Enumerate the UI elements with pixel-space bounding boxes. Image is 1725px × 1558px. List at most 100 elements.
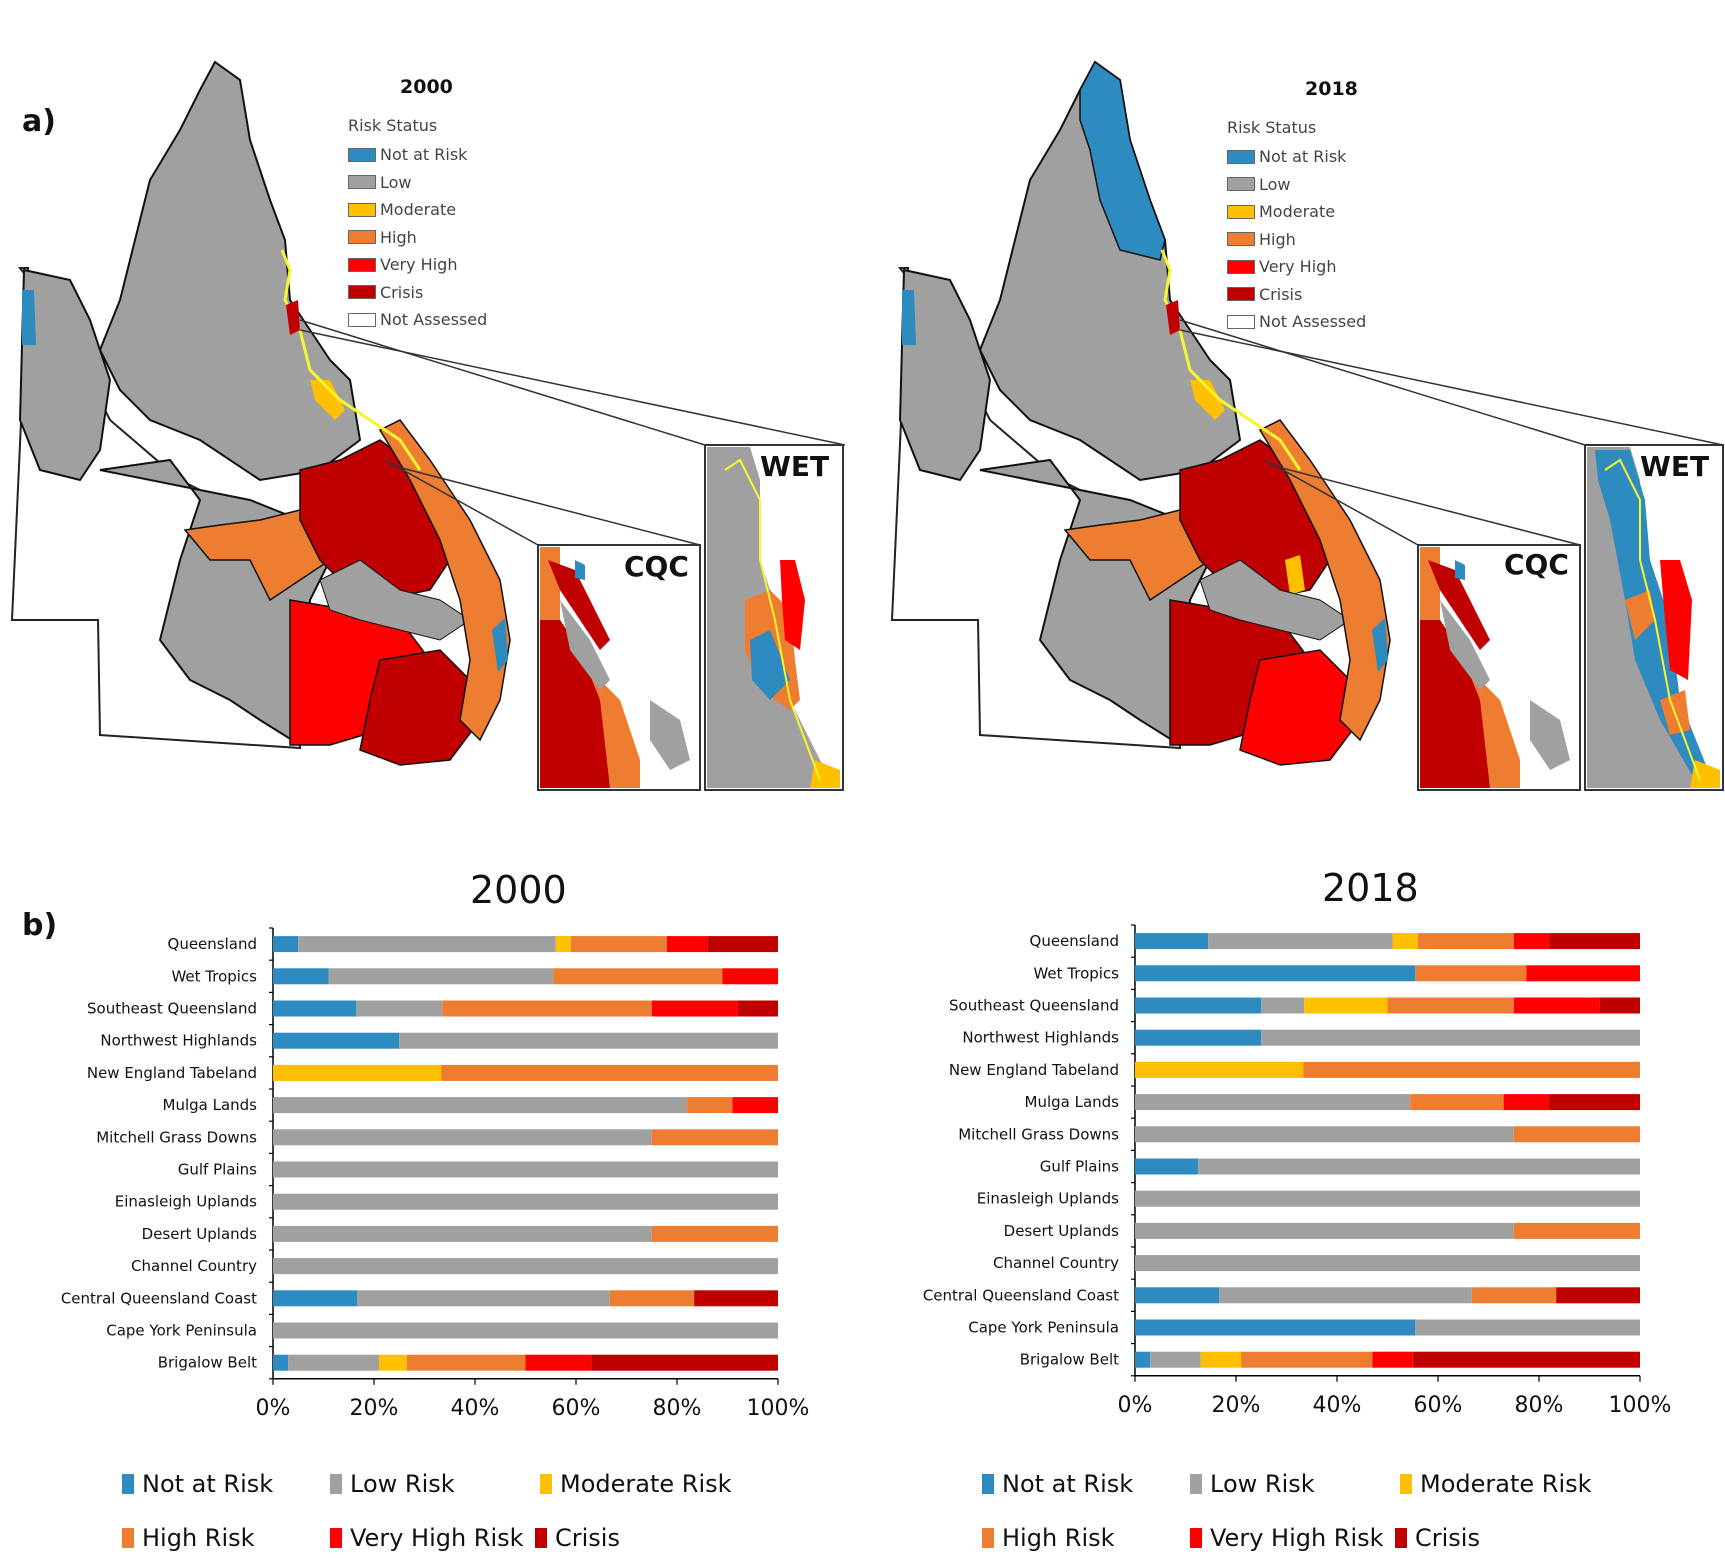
bar-segment-not-at-risk xyxy=(273,1354,289,1371)
region-crisis-south xyxy=(359,649,481,766)
legend-label: Not at Risk xyxy=(142,1470,274,1498)
category-label: Northwest Highlands xyxy=(962,1029,1119,1047)
bar-segment-high-risk xyxy=(609,1290,695,1307)
legend-item-moderate: Moderate xyxy=(348,196,487,224)
bar-segment-moderate-risk xyxy=(379,1354,407,1371)
x-tick-label: 100% xyxy=(1609,1393,1672,1418)
region-high-coast xyxy=(378,419,511,742)
bar-segment-not-at-risk xyxy=(1135,997,1262,1014)
bar-segment-crisis xyxy=(737,1000,778,1017)
x-tick-label: 100% xyxy=(747,1396,810,1421)
bar-segment-low-risk xyxy=(328,968,554,985)
bar-segment-high-risk xyxy=(441,1064,778,1081)
bar-chart-2018: Queensland Wet Tropics Southeast Queenslan… xyxy=(923,924,1672,1418)
map-2000-graphic xyxy=(10,60,846,791)
x-tick-label: 40% xyxy=(1313,1393,1362,1418)
bar-segment-high-risk xyxy=(651,1129,778,1146)
legend-item-very-high-risk: Very High Risk xyxy=(1190,1524,1384,1552)
legend-item-high-risk: High Risk xyxy=(122,1524,255,1552)
category-label: Mulga Lands xyxy=(1025,1093,1120,1111)
legend-label: Not at Risk xyxy=(1002,1470,1134,1498)
bar-segment-very-high-risk xyxy=(722,968,778,985)
bar-segment-not-at-risk xyxy=(1135,1287,1220,1304)
bar-segment-high-risk xyxy=(442,1000,652,1017)
legend-item-very-high: Very High xyxy=(348,251,487,279)
bar-segment-moderate-risk xyxy=(1200,1351,1242,1368)
legend-swatch xyxy=(540,1474,552,1494)
chart-legend-2018: Not at Risk Low Risk Moderate Risk High Ris… xyxy=(860,1460,1725,1558)
legend-item-high: High xyxy=(348,224,487,252)
inset-label-cqc: CQC xyxy=(624,550,689,583)
legend-swatch xyxy=(1227,232,1255,247)
x-tick-label: 60% xyxy=(1414,1393,1463,1418)
x-tick-label: 0% xyxy=(1118,1393,1153,1418)
legend-label: Moderate xyxy=(380,200,457,220)
bar-segment-crisis xyxy=(1412,1351,1640,1368)
bar-segment-low-risk xyxy=(356,1000,443,1017)
legend-item-low-risk: Low Risk xyxy=(1190,1470,1315,1498)
inset-label-cqc: CQC xyxy=(1504,548,1569,581)
region-crisis-wet xyxy=(286,300,300,335)
legend-heading: Risk Status xyxy=(1227,118,1317,137)
bar-segment-crisis xyxy=(1599,997,1640,1014)
category-label: Southeast Queensland xyxy=(87,1000,257,1018)
legend-label: Not at Risk xyxy=(380,145,468,165)
bar-segment-low-risk xyxy=(273,1258,778,1275)
legend-swatch xyxy=(348,202,376,217)
bar-segment-crisis xyxy=(1556,1287,1640,1304)
bar-segment-low-risk xyxy=(273,1225,652,1242)
bar-segment-not-at-risk xyxy=(1135,1029,1262,1046)
region-very-high-south xyxy=(1239,649,1361,766)
inset-wet-2000 xyxy=(704,444,844,791)
bar-segment-low-risk xyxy=(1261,997,1305,1014)
bar-segment-very-high-risk xyxy=(1372,1351,1413,1368)
category-label: New England Tabeland xyxy=(949,1061,1119,1079)
bar-segment-not-at-risk xyxy=(273,1000,357,1017)
bar-segment-high-risk xyxy=(553,968,723,985)
bar-segment-not-at-risk xyxy=(1135,933,1209,950)
category-label: Wet Tropics xyxy=(1033,964,1119,982)
bar-segment-high-risk xyxy=(1513,1126,1640,1143)
panel-a-label: a) xyxy=(22,104,56,139)
region-high-coast xyxy=(1258,419,1391,742)
bar-segment-high-risk xyxy=(1410,1094,1504,1111)
region-moderate-coast xyxy=(310,380,345,420)
category-label: Mitchell Grass Downs xyxy=(958,1125,1119,1143)
legend-swatch xyxy=(1227,177,1255,192)
legend-label: Very High Risk xyxy=(350,1524,524,1552)
bar-segment-low-risk xyxy=(1135,1190,1640,1207)
bar-segment-very-high-risk xyxy=(1513,997,1600,1014)
bar-segment-low-risk xyxy=(273,1161,778,1178)
region-not-at-risk-gulf xyxy=(902,290,916,345)
legend-item-very-high: Very High xyxy=(1227,253,1366,281)
bar-segment-low-risk xyxy=(1415,1319,1640,1336)
legend-swatch xyxy=(1227,314,1255,329)
legend-swatch xyxy=(330,1474,342,1494)
legend-label: Low xyxy=(1259,174,1291,194)
legend-label: Not at Risk xyxy=(1259,147,1347,167)
legend-item-crisis: Crisis xyxy=(348,279,487,307)
category-label: Desert Uplands xyxy=(142,1225,258,1243)
legend-label: Crisis xyxy=(1259,284,1303,304)
legend-label: Crisis xyxy=(1415,1524,1480,1552)
inset-cqc-2018 xyxy=(1417,544,1581,791)
legend-item-crisis: Crisis xyxy=(535,1524,620,1552)
coastal-outline xyxy=(1160,249,1302,471)
category-label: Southeast Queensland xyxy=(949,997,1119,1015)
category-label: Desert Uplands xyxy=(1004,1222,1120,1240)
map-title-2018: 2018 xyxy=(1305,78,1358,100)
coastal-outline xyxy=(280,249,422,471)
legend-item-not-at-risk: Not at Risk xyxy=(348,141,487,169)
category-label: Brigalow Belt xyxy=(158,1354,257,1372)
legend-swatch xyxy=(1227,204,1255,219)
bar-segment-low-risk xyxy=(1150,1351,1201,1368)
legend-swatch xyxy=(1227,149,1255,164)
category-label: Einasleigh Uplands xyxy=(115,1193,257,1211)
bar-segment-very-high-risk xyxy=(732,1097,778,1114)
category-label: Mulga Lands xyxy=(163,1096,258,1114)
legend-item-low: Low xyxy=(348,169,487,197)
bar-segment-not-at-risk xyxy=(273,1032,400,1049)
bar-segment-high-risk xyxy=(1415,965,1527,982)
bar-segment-moderate-risk xyxy=(273,1064,442,1081)
legend-label: Low xyxy=(380,172,412,192)
